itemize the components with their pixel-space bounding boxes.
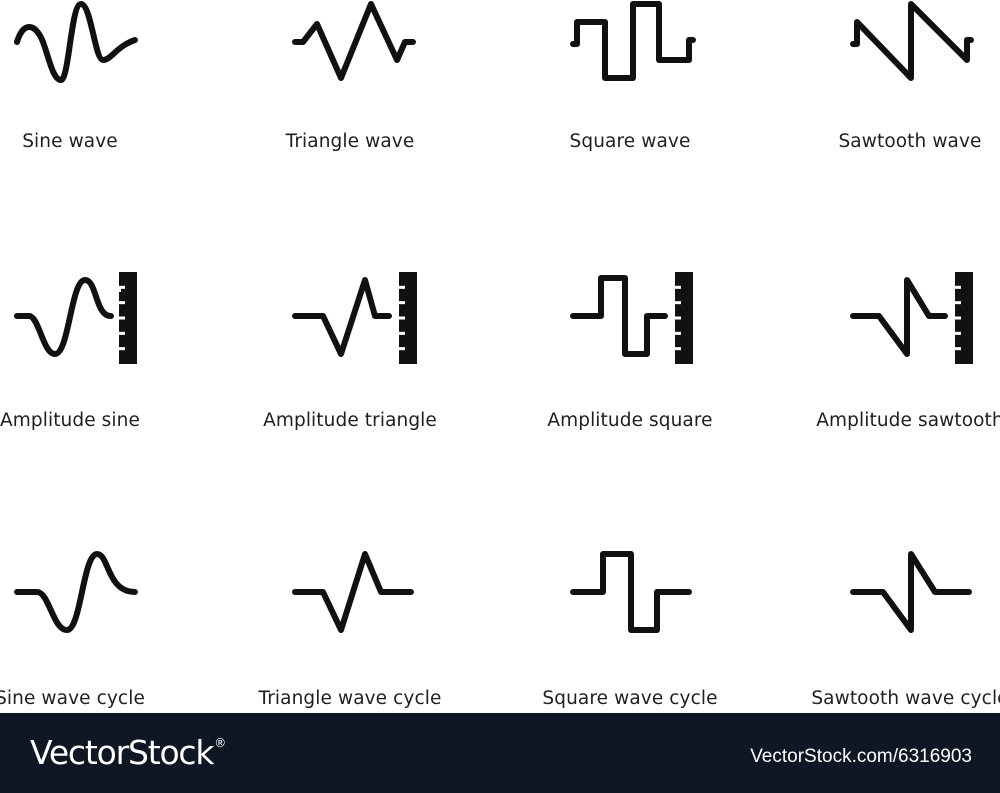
ruler-tick bbox=[398, 331, 405, 335]
icon-label: Square wave cycle bbox=[542, 688, 718, 709]
icon-label: Sawtooth wave cycle bbox=[811, 688, 1000, 709]
ruler-tick bbox=[398, 285, 405, 289]
icon-label: Sawtooth wave bbox=[838, 131, 982, 152]
amplitude-sawtooth-icon bbox=[850, 272, 973, 364]
ruler-tick bbox=[118, 316, 125, 320]
ruler-tick bbox=[118, 331, 125, 335]
icon-label: Triangle wave cycle bbox=[258, 688, 442, 709]
ruler-tick bbox=[674, 331, 681, 335]
triangle-wave-cycle-icon bbox=[292, 551, 414, 633]
icon-label: Amplitude sine bbox=[0, 410, 140, 431]
ruler-tick bbox=[954, 316, 961, 320]
icon-label: Amplitude square bbox=[547, 410, 713, 431]
ruler-tick bbox=[118, 285, 125, 289]
ruler-tick bbox=[398, 316, 405, 320]
sine-wave-icon bbox=[14, 1, 138, 83]
sawtooth-wave-icon bbox=[850, 1, 974, 81]
ruler-tick bbox=[398, 301, 405, 305]
square-wave-icon bbox=[570, 1, 696, 81]
square-wave-cycle-icon bbox=[570, 551, 692, 633]
icon-label: Triangle wave bbox=[285, 131, 415, 152]
icon-label: Square wave bbox=[569, 131, 691, 152]
icon-label: Amplitude triangle bbox=[263, 410, 437, 431]
brand-name: VectorStock bbox=[30, 733, 214, 772]
ruler-tick bbox=[674, 316, 681, 320]
ruler-tick bbox=[674, 285, 681, 289]
vectorstock-logo: VectorStock® bbox=[30, 733, 226, 772]
triangle-wave-icon bbox=[292, 1, 416, 81]
icon-label: Sine wave cycle bbox=[0, 688, 145, 709]
sawtooth-wave-cycle-icon bbox=[850, 551, 972, 633]
amplitude-square-icon bbox=[570, 272, 693, 364]
amplitude-sine-icon bbox=[14, 272, 137, 364]
ruler-tick bbox=[954, 347, 961, 351]
ruler-tick bbox=[954, 331, 961, 335]
ruler-tick bbox=[118, 301, 125, 305]
ruler-tick bbox=[674, 347, 681, 351]
ruler-tick bbox=[674, 301, 681, 305]
sine-wave-cycle-icon bbox=[14, 551, 138, 633]
watermark-footer: VectorStock® VectorStock.com/6316903 bbox=[0, 713, 1000, 793]
ruler-tick bbox=[398, 347, 405, 351]
ruler-tick bbox=[954, 285, 961, 289]
amplitude-triangle-icon bbox=[292, 272, 417, 364]
ruler-tick bbox=[954, 301, 961, 305]
icon-label: Amplitude sawtooth bbox=[816, 410, 1000, 431]
registered-mark: ® bbox=[214, 736, 226, 750]
image-id: VectorStock.com/6316903 bbox=[750, 746, 972, 767]
ruler-tick bbox=[118, 347, 125, 351]
icon-label: Sine wave bbox=[22, 131, 118, 152]
